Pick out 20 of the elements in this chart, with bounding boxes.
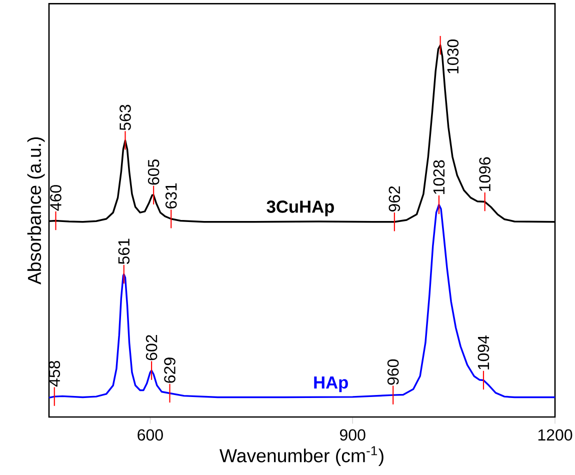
annotation: 561 xyxy=(118,238,130,264)
series-label: 3CuHAp xyxy=(266,200,334,216)
annotation: 962 xyxy=(388,186,400,212)
annotation: 563 xyxy=(120,104,131,130)
annotation: 1028 xyxy=(433,160,445,194)
x-tick-label: 1200 xyxy=(538,429,572,441)
annotation: 631 xyxy=(165,183,177,208)
annotation: 460 xyxy=(50,185,62,211)
x-tick-label: 600 xyxy=(138,429,163,441)
annotation: 602 xyxy=(146,335,158,360)
annotation: 1094 xyxy=(478,335,490,370)
annotation: 629 xyxy=(164,358,176,383)
annotation: 960 xyxy=(387,359,399,385)
x-axis-title: Wavenumber (cm$^{-1}$) xyxy=(220,446,384,466)
y-axis-title: Absorbance (a.u.) xyxy=(27,137,45,284)
x-tick-label: 900 xyxy=(340,429,366,441)
annotation: 1096 xyxy=(479,157,490,191)
annotation: 605 xyxy=(148,159,160,185)
annotation: 1030 xyxy=(447,40,459,74)
series-label: HAp xyxy=(314,376,348,392)
